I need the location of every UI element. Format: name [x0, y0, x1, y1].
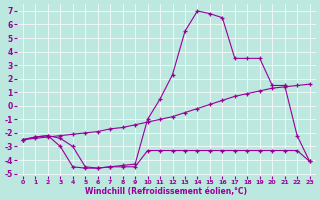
X-axis label: Windchill (Refroidissement éolien,°C): Windchill (Refroidissement éolien,°C): [85, 187, 247, 196]
